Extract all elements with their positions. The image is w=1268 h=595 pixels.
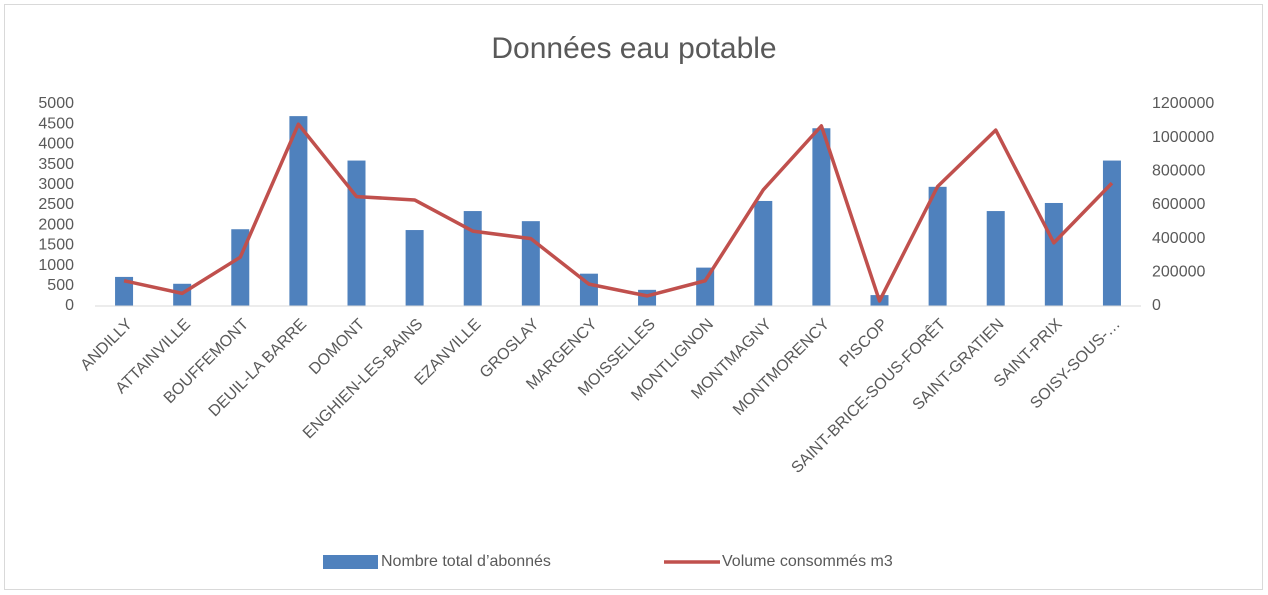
line <box>123 122 1114 303</box>
y2-tick-label: 600000 <box>1152 196 1205 213</box>
bar <box>1044 202 1063 306</box>
bar <box>347 160 366 306</box>
y2-tick-label: 400000 <box>1152 230 1205 247</box>
bar <box>986 211 1005 306</box>
y-tick-label: 1000 <box>38 257 74 274</box>
chart-title: Données eau potable <box>491 32 776 65</box>
y-tick-label: 3500 <box>38 156 74 173</box>
legend-label: Volume consommés m3 <box>722 553 893 570</box>
y-tick-label: 500 <box>47 277 74 294</box>
bar <box>1102 160 1121 306</box>
bar <box>521 221 540 306</box>
bar <box>463 211 482 306</box>
y-tick-label: 5000 <box>38 95 74 112</box>
y2-tick-label: 200000 <box>1152 264 1205 281</box>
y2-tick-label: 800000 <box>1152 163 1205 180</box>
bar <box>696 267 715 306</box>
y2-tick-label: 1000000 <box>1152 129 1214 146</box>
y-tick-label: 2500 <box>38 196 74 213</box>
bar <box>928 186 947 306</box>
y-tick-label: 4500 <box>38 115 74 132</box>
bar <box>289 116 308 307</box>
bar <box>115 276 134 306</box>
chart-border <box>4 4 1263 590</box>
legend-swatch <box>323 555 378 569</box>
bar <box>638 289 657 306</box>
y-tick-label: 3000 <box>38 176 74 193</box>
bar <box>812 128 831 306</box>
y-tick-label: 2000 <box>38 216 74 233</box>
y2-tick-label: 0 <box>1152 297 1161 314</box>
y2-tick-label: 1200000 <box>1152 95 1214 112</box>
y-tick-label: 1500 <box>38 237 74 254</box>
y-tick-label: 4000 <box>38 136 74 153</box>
legend-label: Nombre total d’abonnés <box>381 553 551 570</box>
y-tick-label: 0 <box>65 297 74 314</box>
bar <box>405 230 424 306</box>
bar <box>754 200 773 306</box>
